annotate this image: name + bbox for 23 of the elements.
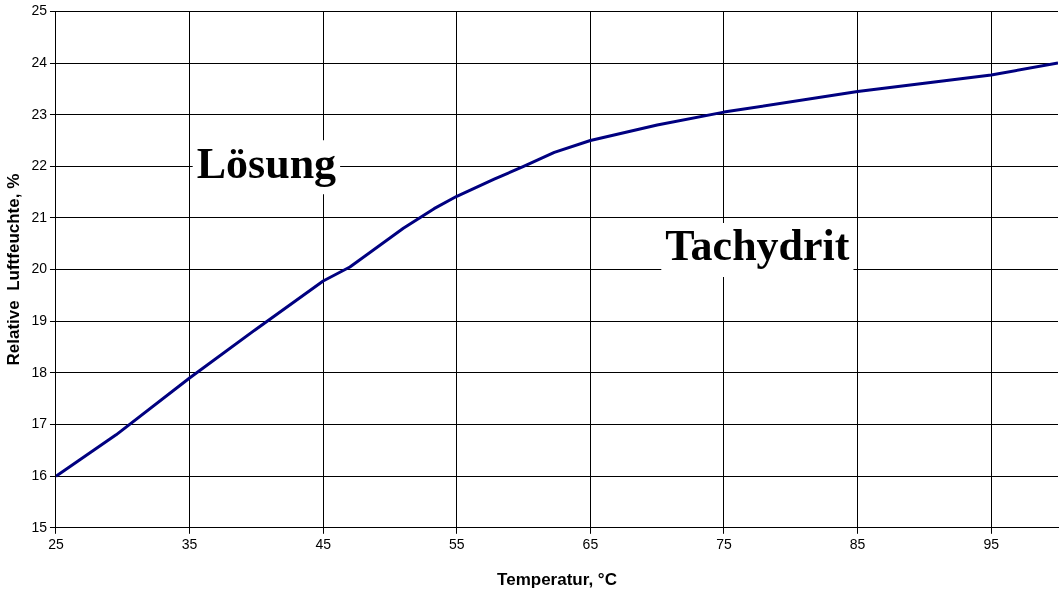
y-tick-label: 23 [31,105,48,122]
y-tick-label: 25 [31,2,48,19]
y-tick-label: 18 [31,363,48,380]
x-tick-label: 55 [448,536,465,553]
x-tick-label: 25 [48,536,64,553]
x-tick-label: 85 [849,536,866,553]
y-axis-title: Relative Luftfeuchte, % [3,173,23,366]
x-tick-label: 35 [181,536,198,553]
x-tick-label: 95 [983,536,1000,553]
y-tick-label: 24 [31,53,48,70]
y-tick-label: 17 [31,415,48,432]
x-tick-label: 65 [582,536,599,553]
x-tick-label: 45 [315,536,332,553]
y-tick-label: 22 [31,157,48,174]
x-tick-label: 75 [716,536,732,553]
annotation: Tachydrit [665,221,850,271]
y-tick-label: 19 [31,312,48,329]
x-axis-title: Temperatur, °C [497,570,617,590]
y-tick-label: 16 [31,467,48,484]
y-tick-label: 20 [31,260,48,277]
y-tick-label: 21 [31,208,48,225]
y-tick-label: 15 [31,518,48,535]
annotation: Lösung [196,138,337,188]
